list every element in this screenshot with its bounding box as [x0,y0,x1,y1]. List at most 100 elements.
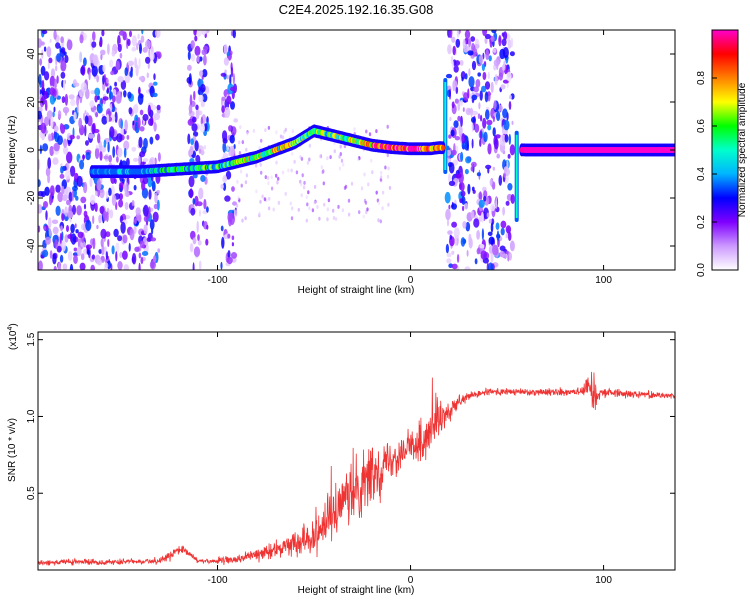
noise-speckle [152,255,157,263]
noise-speckle [486,212,490,218]
noise-speckle [199,56,203,62]
noise-speckle [193,131,199,137]
noise-speckle [505,200,510,206]
noise-speckle [277,176,280,181]
noise-speckle [500,220,507,229]
noise-speckle [481,63,485,72]
noise-speckle [224,113,227,118]
noise-speckle [133,184,137,191]
noise-speckle [188,175,195,188]
noise-speckle [196,54,200,63]
noise-speckle [97,95,100,101]
noise-speckle [130,69,133,78]
noise-speckle [221,105,225,113]
noise-speckle [60,60,67,72]
noise-speckle [80,66,85,75]
noise-speckle [233,118,239,123]
noise-speckle [338,166,342,171]
noise-speckle [52,253,57,265]
noise-speckle [444,191,451,204]
noise-speckle [55,65,58,72]
noise-speckle [192,262,195,270]
noise-speckle [102,64,106,73]
noise-speckle [487,71,490,80]
noise-speckle [246,131,249,136]
noise-speckle [196,30,202,37]
noise-speckle [267,181,270,186]
noise-speckle [222,182,227,191]
noise-speckle [42,143,49,152]
noise-speckle [68,212,74,218]
noise-speckle [95,190,98,196]
noise-speckle [501,64,506,71]
noise-speckle [196,201,203,207]
noise-speckle [455,145,459,153]
noise-speckle [82,32,87,41]
noise-speckle [453,120,459,128]
noise-speckle [69,263,74,270]
noise-speckle [380,170,383,175]
noise-speckle [143,224,148,235]
noise-speckle [272,207,275,212]
noise-speckle [85,151,91,161]
noise-speckle [131,200,135,207]
noise-speckle [194,35,198,42]
noise-speckle [98,249,102,254]
noise-speckle [311,208,315,213]
noise-speckle [189,243,194,253]
noise-speckle [261,194,264,199]
noise-speckle [39,144,43,155]
noise-speckle [228,125,233,132]
noise-speckle [290,168,293,173]
noise-speckle [231,235,235,241]
noise-speckle [155,133,160,141]
noise-speckle [204,86,210,95]
noise-speckle [101,115,108,125]
noise-speckle [267,206,271,211]
noise-speckle [509,144,516,156]
noise-speckle [468,68,471,77]
noise-speckle [493,59,500,67]
noise-speckle [464,73,468,80]
noise-speckle [468,76,475,88]
noise-speckle [222,152,229,159]
noise-speckle [41,79,45,92]
noise-speckle [479,244,485,249]
noise-speckle [284,191,287,196]
noise-speckle [129,30,132,38]
noise-speckle [360,186,364,191]
noise-speckle [60,47,66,54]
noise-speckle [502,253,507,259]
noise-speckle [138,252,142,259]
noise-speckle [199,70,204,77]
noise-speckle [59,173,65,179]
noise-speckle [96,75,99,83]
noise-speckle [52,226,59,235]
noise-speckle [45,236,51,245]
noise-speckle [55,59,58,66]
noise-speckle [127,38,131,47]
noise-speckle [139,43,142,54]
noise-speckle [49,194,53,206]
noise-speckle [476,248,481,255]
noise-speckle [221,236,225,249]
noise-speckle [156,51,162,59]
noise-speckle [245,173,249,178]
noise-speckle [190,40,195,49]
noise-speckle [192,116,197,123]
noise-speckle [488,55,492,62]
noise-speckle [78,117,83,129]
noise-speckle [308,143,312,148]
noise-speckle [143,204,149,217]
noise-speckle [101,244,105,256]
noise-speckle [509,51,515,57]
noise-speckle [470,166,474,172]
y-tick-label: -20 [26,190,37,205]
noise-speckle [111,194,117,206]
noise-speckle [318,216,321,221]
noise-speckle [223,234,228,240]
noise-speckle [138,155,141,167]
noise-speckle [503,166,509,174]
noise-speckle [200,30,207,35]
noise-speckle [490,36,495,42]
